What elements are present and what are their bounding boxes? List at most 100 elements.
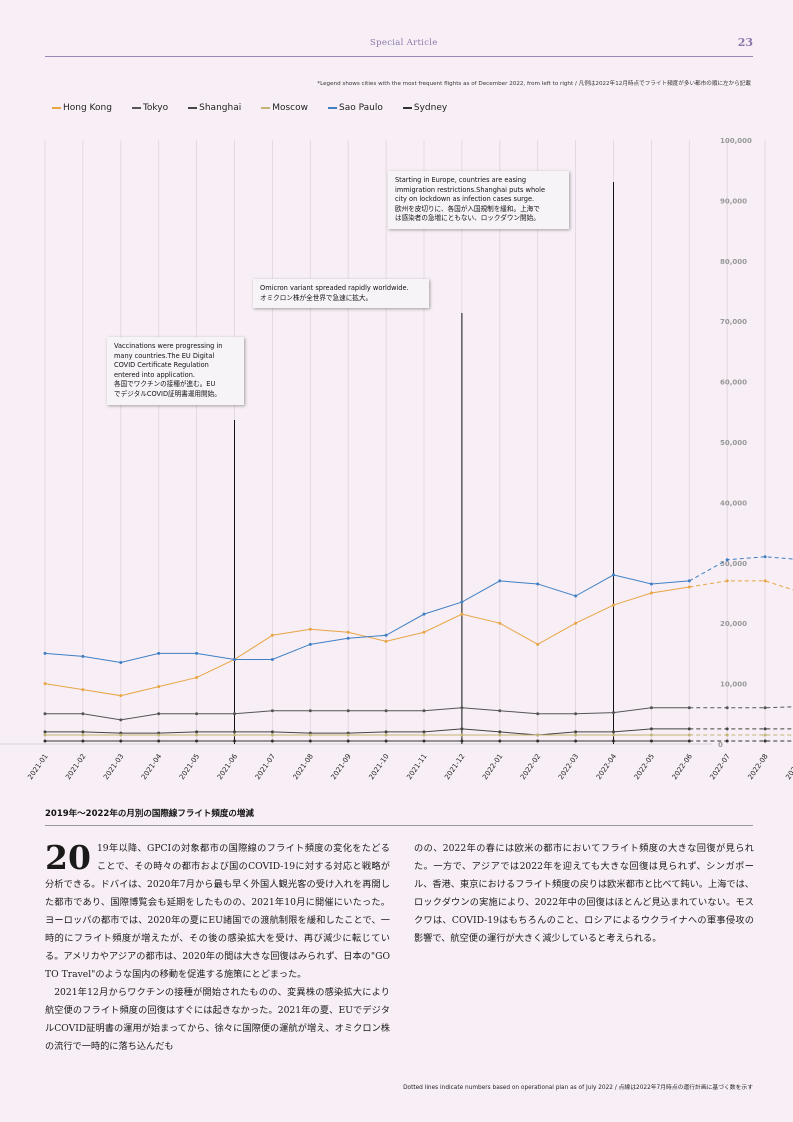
data-point bbox=[612, 733, 615, 737]
legend-swatch bbox=[188, 107, 198, 109]
series-line bbox=[44, 574, 690, 663]
data-point bbox=[346, 630, 350, 634]
legend-swatch bbox=[402, 107, 412, 109]
legend-swatch bbox=[131, 107, 141, 109]
annotation-line: entered into application. bbox=[114, 370, 195, 379]
y-tick-label: 90,000 bbox=[720, 197, 747, 205]
data-point bbox=[384, 633, 388, 637]
data-point bbox=[119, 718, 123, 722]
data-point bbox=[308, 739, 312, 743]
x-tick-label: 2022-06 bbox=[671, 752, 695, 781]
x-tick-label: 2022-01 bbox=[481, 753, 504, 782]
x-tick-label: 2022-02 bbox=[519, 753, 542, 782]
x-tick-label: 2021-12 bbox=[443, 753, 466, 782]
legend-label: Shanghai bbox=[199, 103, 242, 113]
data-point bbox=[536, 582, 540, 586]
data-point bbox=[233, 739, 236, 743]
data-point bbox=[270, 633, 274, 637]
data-point bbox=[460, 612, 464, 616]
annotation-line: Omicron variant spreaded rapidly worldwi… bbox=[260, 284, 409, 292]
data-point bbox=[725, 733, 729, 737]
data-point bbox=[498, 739, 502, 743]
series-line-planned bbox=[689, 580, 793, 591]
data-point bbox=[763, 706, 767, 710]
body-paragraph-3: のの、2022年の春には欧米の都市においてフライト頻度の大きな回復が見られた。一… bbox=[414, 843, 754, 944]
y-tick-label: 80,000 bbox=[720, 258, 747, 266]
caption-rule bbox=[45, 825, 753, 826]
data-point bbox=[725, 706, 729, 710]
data-point bbox=[422, 730, 426, 734]
x-tick-label: 2022-08 bbox=[746, 753, 769, 782]
data-point bbox=[422, 739, 426, 743]
data-point bbox=[649, 727, 653, 731]
x-tick-label: 2021-03 bbox=[102, 753, 125, 782]
data-point bbox=[460, 600, 464, 604]
series-line-planned bbox=[689, 706, 793, 709]
data-point bbox=[157, 651, 161, 655]
data-point bbox=[81, 688, 85, 692]
series-line bbox=[45, 728, 690, 736]
y-tick-label: 0 bbox=[718, 741, 723, 749]
data-point bbox=[270, 709, 274, 713]
chart-legend: Hong Kong Tokyo Shanghai Moscow Sao Paulo Syd… bbox=[52, 103, 467, 113]
legend-item: Hong Kong bbox=[52, 103, 112, 113]
data-point bbox=[612, 711, 615, 715]
annotation-line: city on lockdown as infection cases surg… bbox=[395, 195, 535, 204]
data-point bbox=[649, 739, 653, 743]
footnote: Dotted lines indicate numbers based on o… bbox=[403, 1085, 753, 1091]
x-tick-label: 2022-05 bbox=[633, 753, 656, 782]
body-paragraph-2: 2021年12月からワクチンの接種が開始されたものの、変異株の感染拡大により航空… bbox=[45, 987, 390, 1052]
data-point bbox=[687, 706, 691, 710]
x-tick-label: 2021-01 bbox=[26, 753, 49, 782]
series-line-planned bbox=[689, 728, 793, 730]
data-point bbox=[81, 739, 85, 743]
data-point bbox=[43, 733, 47, 737]
page-number: 23 bbox=[737, 36, 753, 49]
data-point bbox=[763, 579, 767, 583]
data-point bbox=[763, 739, 767, 743]
data-point bbox=[498, 733, 502, 737]
data-point bbox=[384, 730, 388, 734]
data-point bbox=[763, 555, 767, 559]
x-tick-label: 2022-09 bbox=[784, 753, 793, 782]
data-point bbox=[308, 733, 312, 737]
x-tick-label: 2021-10 bbox=[367, 753, 390, 782]
annotation-omicron: Omicron variant spreaded rapidly worldwi… bbox=[253, 279, 429, 309]
data-point bbox=[536, 733, 540, 737]
header-rule bbox=[45, 56, 753, 57]
data-point bbox=[81, 712, 85, 716]
y-tick-label: 30,000 bbox=[720, 560, 747, 568]
data-point bbox=[81, 654, 85, 658]
y-tick-label: 10,000 bbox=[720, 681, 747, 689]
y-tick-label: 20,000 bbox=[720, 620, 747, 628]
legend-label: Sydney bbox=[413, 103, 448, 113]
data-point bbox=[763, 733, 767, 737]
data-point bbox=[384, 639, 388, 643]
data-point bbox=[119, 694, 123, 698]
annotation-vaccination: Vaccinations were progressing in many cou… bbox=[107, 337, 244, 405]
data-point bbox=[384, 733, 388, 737]
data-point bbox=[687, 579, 691, 583]
data-point bbox=[346, 733, 350, 737]
legend-label: Moscow bbox=[272, 103, 308, 113]
data-point bbox=[536, 642, 540, 646]
data-point bbox=[157, 739, 161, 743]
data-point bbox=[687, 585, 691, 589]
annotation-line: 欧州を皮切りに、各国が入国規制を緩和。上海で bbox=[395, 204, 540, 213]
data-point bbox=[43, 730, 47, 734]
annotation-line: many countries.The EU Digital bbox=[114, 351, 215, 360]
data-point bbox=[195, 730, 199, 734]
x-tick-label: 2021-02 bbox=[64, 753, 87, 782]
legend-label: Sao Paulo bbox=[339, 103, 383, 113]
dropcap: 20 bbox=[45, 838, 91, 877]
data-point bbox=[157, 733, 161, 737]
data-point bbox=[43, 651, 47, 655]
x-tick-label: 2021-08 bbox=[292, 753, 315, 782]
data-point bbox=[498, 621, 502, 625]
data-point bbox=[422, 733, 426, 737]
data-point bbox=[422, 709, 426, 713]
x-tick-label: 2022-04 bbox=[595, 752, 619, 781]
data-point bbox=[498, 579, 502, 583]
data-point bbox=[157, 712, 161, 716]
data-point bbox=[536, 712, 540, 716]
